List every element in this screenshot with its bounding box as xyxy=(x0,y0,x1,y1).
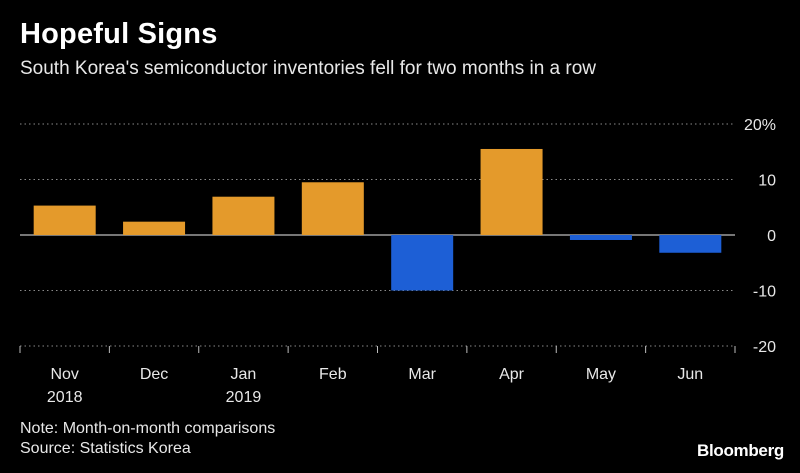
y-tick-label: 0 xyxy=(767,228,776,245)
x-tick-label: Apr xyxy=(499,366,525,383)
bar xyxy=(569,235,632,240)
x-tick-label: Mar xyxy=(408,366,436,383)
x-tick-label: May xyxy=(586,366,616,383)
y-tick-label: 10 xyxy=(758,173,776,190)
x-tick-label: Nov xyxy=(50,366,78,383)
y-tick-label: -20 xyxy=(753,339,776,356)
bar xyxy=(33,205,96,235)
bar xyxy=(123,221,186,235)
x-tick-year-label: 2018 xyxy=(47,389,83,406)
y-tick-label: -10 xyxy=(753,284,776,301)
x-tick-label: Feb xyxy=(319,366,347,383)
x-tick-label: Dec xyxy=(140,366,168,383)
bar xyxy=(391,235,454,291)
x-tick-label: Jun xyxy=(677,366,703,383)
chart-note: Note: Month-on-month comparisons xyxy=(20,420,276,437)
chart-source: Source: Statistics Korea xyxy=(20,440,191,457)
x-tick-label: Jan xyxy=(231,366,257,383)
chart-title: Hopeful Signs xyxy=(20,18,218,50)
x-tick-year-label: 2019 xyxy=(226,389,262,406)
bar xyxy=(659,235,722,253)
y-tick-label: 20% xyxy=(744,117,776,134)
bar xyxy=(301,182,364,235)
chart-subtitle: South Korea's semiconductor inventories … xyxy=(20,58,597,79)
bar xyxy=(212,196,275,235)
bloomberg-logo: Bloomberg xyxy=(696,441,784,460)
bar xyxy=(480,148,543,235)
